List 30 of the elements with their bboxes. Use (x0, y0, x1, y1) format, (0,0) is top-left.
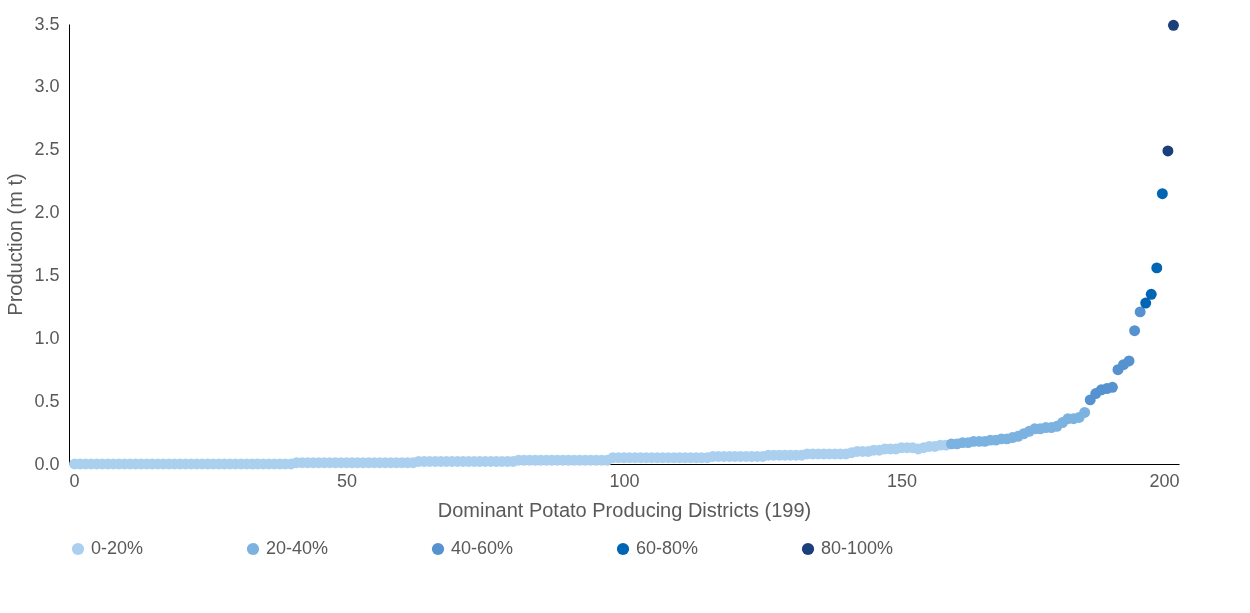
point (1129, 325, 1141, 337)
x-tick-label: 0 (69, 470, 80, 491)
point (1140, 297, 1152, 309)
y-tick-label: 3.5 (34, 13, 60, 34)
point (1123, 355, 1135, 367)
y-tick-label: 2.0 (34, 202, 60, 223)
point (1151, 262, 1163, 274)
y-tick-label: 1.0 (34, 327, 60, 348)
y-axis-title: Production (m t) (4, 173, 27, 316)
x-tick-label: 200 (1149, 470, 1180, 491)
y-tick-label: 0.5 (34, 390, 60, 411)
y-tick-label: 3.0 (34, 76, 60, 97)
point (1167, 19, 1179, 31)
point (1134, 306, 1146, 318)
legend-label: 0-20% (91, 538, 144, 558)
point (1162, 145, 1174, 157)
legend-label: 60-80% (636, 538, 699, 558)
x-tick-label: 100 (609, 470, 640, 491)
point (1079, 406, 1091, 418)
legend-label: 80-100% (821, 538, 894, 558)
legend-label: 40-60% (451, 538, 514, 558)
point (1145, 288, 1157, 300)
y-tick-label: 2.5 (34, 139, 60, 160)
y-tick-label: 0.0 (34, 453, 60, 474)
y-tick-label: 1.5 (34, 264, 60, 285)
x-tick-label: 150 (886, 470, 918, 491)
x-axis-title: Dominant Potato Producing Districts (199) (437, 498, 812, 521)
point (1156, 188, 1168, 200)
x-tick-label: 50 (336, 470, 358, 491)
legend-label: 20-40% (266, 538, 329, 558)
